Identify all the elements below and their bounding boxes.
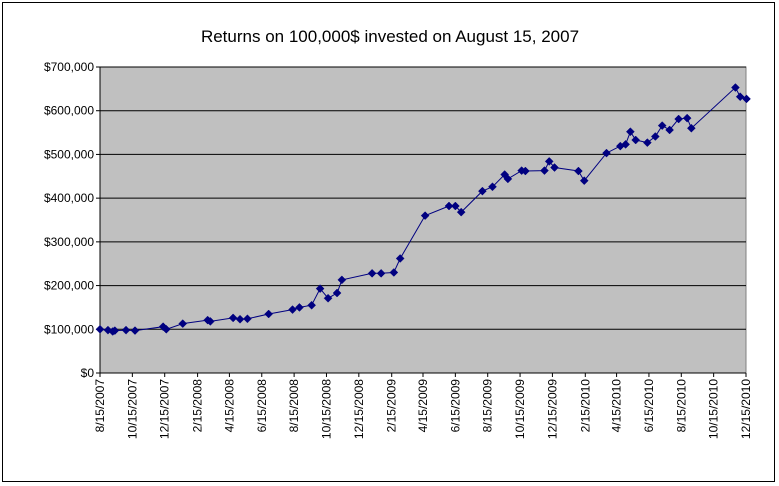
data-point-marker bbox=[235, 314, 245, 324]
x-tick-label: 4/15/2009 bbox=[416, 379, 430, 433]
data-point-marker bbox=[657, 121, 667, 130]
data-point-marker bbox=[626, 127, 635, 137]
x-tick-label: 10/15/2007 bbox=[125, 379, 139, 439]
data-point-marker bbox=[478, 186, 487, 196]
data-point-marker bbox=[95, 324, 105, 334]
data-point-marker bbox=[205, 317, 215, 326]
data-point-marker bbox=[602, 148, 611, 158]
data-point-marker bbox=[521, 166, 530, 176]
data-point-marker bbox=[288, 305, 297, 314]
data-point-marker bbox=[621, 140, 630, 149]
data-point-marker bbox=[742, 94, 751, 104]
x-tick-label: 12/15/2007 bbox=[158, 379, 172, 439]
data-point-marker bbox=[337, 275, 347, 285]
data-point-marker bbox=[103, 325, 113, 335]
x-tick-label: 12/15/2009 bbox=[545, 379, 559, 439]
data-point-marker bbox=[631, 135, 641, 145]
x-tick-label: 8/15/2007 bbox=[93, 379, 107, 433]
data-point-marker bbox=[674, 114, 683, 124]
data-point-marker bbox=[450, 201, 460, 211]
data-point-marker bbox=[315, 284, 325, 293]
data-point-marker bbox=[550, 163, 559, 172]
data-point-marker bbox=[395, 254, 405, 263]
data-point-marker bbox=[682, 113, 692, 123]
data-point-marker bbox=[540, 166, 549, 175]
y-tick-label: $200,000 bbox=[44, 279, 94, 293]
y-tick-label: $400,000 bbox=[44, 191, 94, 205]
data-point-marker bbox=[110, 326, 120, 335]
data-point-marker bbox=[687, 123, 696, 133]
x-tick-label: 12/15/2008 bbox=[352, 379, 366, 439]
data-point-marker bbox=[161, 324, 171, 334]
data-point-marker bbox=[420, 211, 430, 220]
data-point-marker bbox=[367, 268, 377, 278]
data-point-marker bbox=[130, 326, 140, 335]
data-point-marker bbox=[121, 325, 131, 335]
x-tick-label: 8/15/2008 bbox=[287, 379, 301, 433]
data-point-marker bbox=[178, 319, 188, 328]
data-point-marker bbox=[243, 314, 252, 324]
x-tick-label: 10/15/2010 bbox=[707, 379, 721, 439]
x-tick-label: 10/15/2008 bbox=[319, 379, 333, 439]
y-tick-label: $100,000 bbox=[44, 322, 94, 336]
x-tick-label: 2/15/2009 bbox=[385, 379, 399, 433]
x-tick-label: 2/15/2010 bbox=[578, 379, 592, 433]
data-point-marker bbox=[544, 157, 554, 166]
data-point-marker bbox=[323, 293, 333, 303]
x-tick-label: 4/15/2008 bbox=[222, 379, 236, 433]
y-tick-label: $700,000 bbox=[44, 60, 94, 74]
data-point-marker bbox=[456, 207, 466, 217]
data-point-marker bbox=[376, 268, 386, 278]
data-point-marker bbox=[158, 322, 168, 332]
data-point-marker bbox=[228, 313, 238, 323]
data-point-marker bbox=[444, 201, 454, 211]
data-point-marker bbox=[574, 166, 583, 176]
y-tick-label: $300,000 bbox=[44, 235, 94, 249]
x-tick-label: 6/15/2008 bbox=[255, 379, 269, 433]
y-tick-label: $500,000 bbox=[44, 147, 94, 161]
y-tick-label: $0 bbox=[81, 366, 95, 380]
data-point-marker bbox=[307, 300, 316, 310]
data-point-marker bbox=[332, 288, 342, 298]
data-point-marker bbox=[735, 92, 745, 102]
x-tick-label: 6/15/2010 bbox=[642, 379, 656, 433]
y-tick-label: $600,000 bbox=[44, 104, 94, 118]
x-tick-label: 4/15/2010 bbox=[610, 379, 624, 433]
data-point-marker bbox=[650, 132, 660, 141]
data-point-marker bbox=[295, 303, 304, 312]
data-point-marker bbox=[389, 268, 399, 277]
x-tick-label: 8/15/2009 bbox=[481, 379, 495, 433]
chart-title: Returns on 100,000$ invested on August 1… bbox=[201, 27, 579, 46]
x-tick-label: 12/15/2010 bbox=[739, 379, 753, 439]
data-point-marker bbox=[488, 182, 497, 192]
data-point-marker bbox=[503, 174, 513, 184]
x-tick-label: 10/15/2009 bbox=[513, 379, 527, 439]
x-tick-label: 8/15/2010 bbox=[674, 379, 688, 433]
data-point-marker bbox=[264, 309, 274, 319]
data-point-marker bbox=[731, 83, 740, 92]
x-tick-label: 2/15/2008 bbox=[191, 379, 205, 433]
data-point-marker bbox=[642, 138, 652, 147]
x-tick-label: 6/15/2009 bbox=[448, 379, 462, 433]
data-point-marker bbox=[579, 176, 589, 186]
data-point-marker bbox=[665, 125, 674, 135]
